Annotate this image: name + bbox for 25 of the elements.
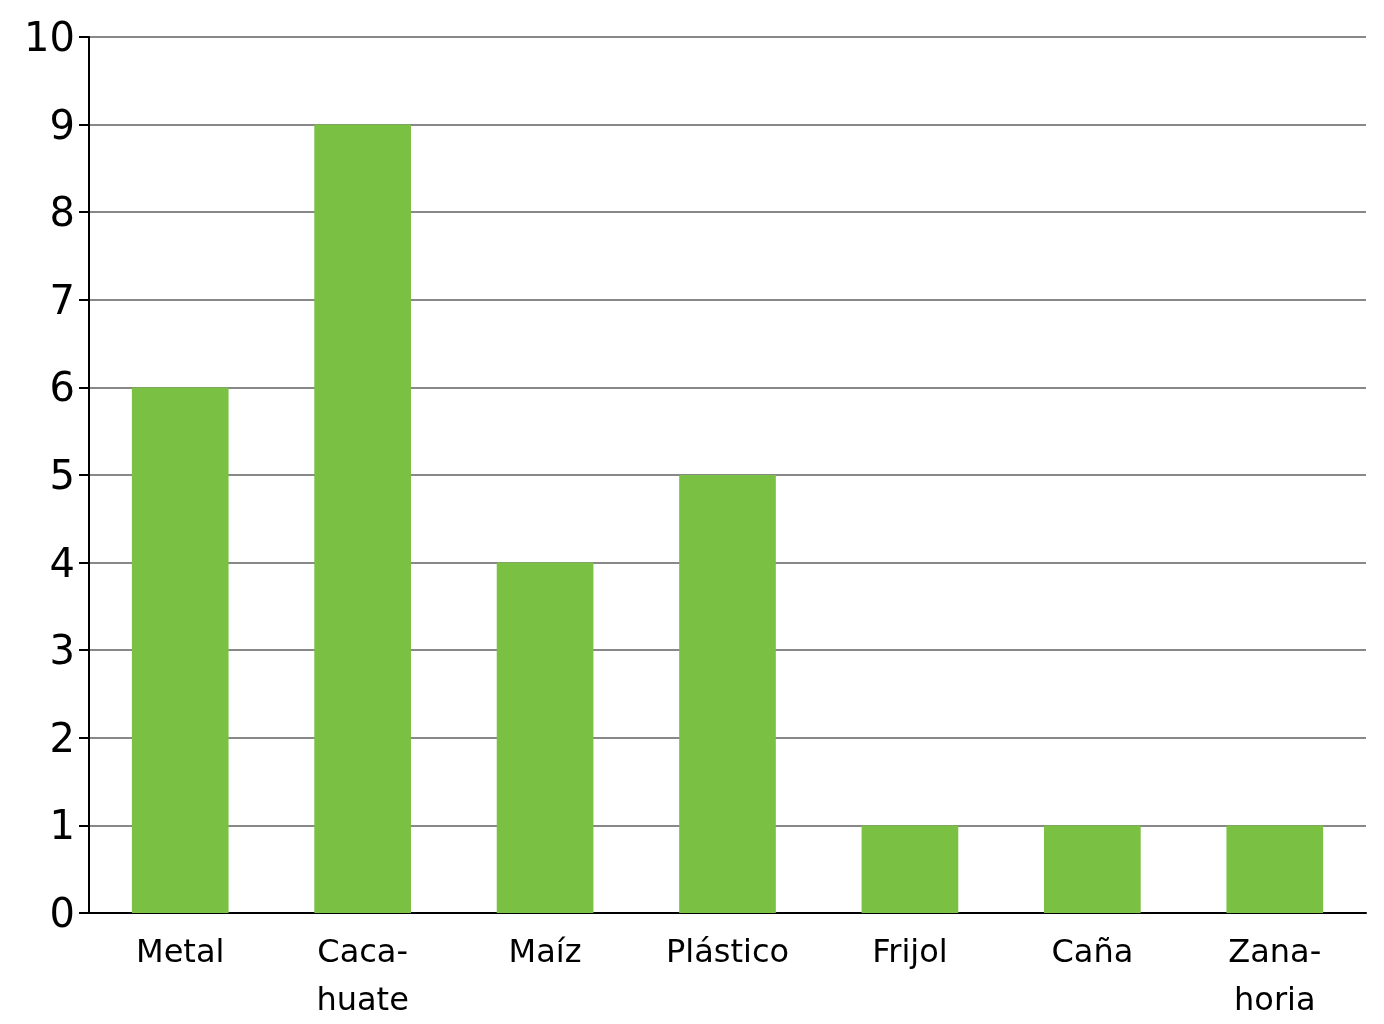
y-tick-label: 5 [49,452,75,498]
y-tick-label: 7 [49,276,75,323]
bar [314,124,411,913]
y-tick-label: 2 [49,714,75,761]
x-tick-label: Metal [136,932,225,970]
bar [496,562,594,913]
bar [679,475,776,913]
y-tick-label: 3 [49,627,75,674]
bar [131,387,229,913]
bar [1226,825,1324,913]
y-tick-label: 8 [49,189,75,236]
x-tick-label: Plástico [665,932,790,970]
x-tick-label: Frijol [872,932,948,970]
bar [1044,825,1141,913]
y-tick-label: 0 [49,890,75,936]
y-tick-label: 4 [49,539,75,586]
y-tick-label: 10 [24,14,75,60]
y-tick-label: 1 [49,802,75,849]
y-tick-label: 6 [49,364,75,411]
bar [861,825,959,913]
y-tick-label: 9 [49,101,75,148]
x-tick-label: Caca- huate [316,932,409,1018]
x-tick-label: Maíz [508,932,582,970]
x-tick-label: Zana- horia [1228,932,1322,1018]
x-tick-label: Caña [1051,932,1134,970]
